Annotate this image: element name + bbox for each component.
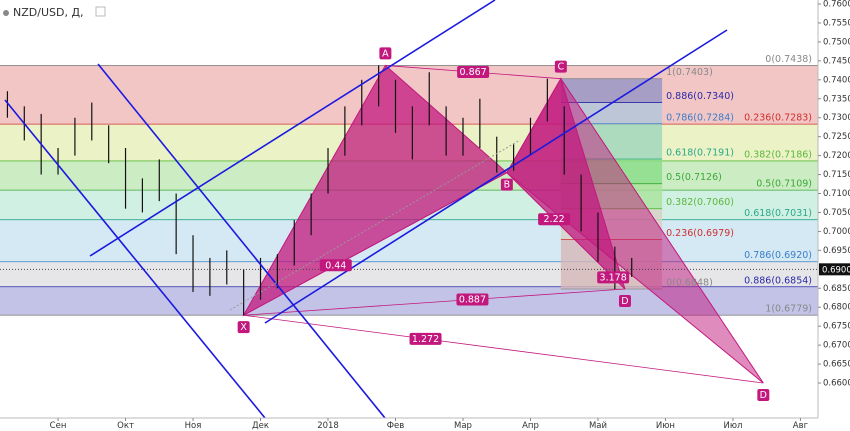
point-label: X [240,322,247,333]
y-tick-label: 0.6800 [823,303,850,313]
y-tick-label: 0.7600 [823,0,850,10]
fib-label: 0.5(0.7126) [666,172,722,183]
point-box [757,389,770,402]
y-tick-label: 0.7050 [823,208,850,218]
settings-icon[interactable] [95,6,106,17]
overlay: 0(0.7438) 0.236(0.7283) 0.382(0.7186) 0.5(0… [237,47,812,402]
fib-label: 0.786(0.6920) [744,250,812,261]
trend-line [97,63,386,419]
point-box [554,60,567,73]
fib-label: 0.618(0.7031) [744,208,812,219]
header-bg [2,4,106,22]
x-tick-label: Май [589,421,607,431]
symbol: NZD/USD, Д, [13,6,84,19]
y-tick-label: 0.6650 [823,360,850,370]
x-tick-label: Авг [793,421,809,431]
point-label: D [621,296,628,307]
dotted-line [229,139,521,311]
fib-label: 0.886(0.7340) [666,91,734,102]
fib-label: 0.382(0.7060) [666,197,734,208]
point-label: B [504,180,511,191]
ratio-box [597,271,630,284]
y-tick-label: 0.6700 [823,341,850,351]
price-axis [818,0,850,431]
last-price-box [819,263,850,276]
trend-line [4,99,266,419]
pattern-leg [243,314,764,384]
y-tick-label: 0.7150 [823,170,850,180]
x-tick-label: Окт [117,421,134,431]
fib-label: 1(0.6779) [765,304,812,315]
fib-label: 0(0.7438) [765,54,812,65]
y-tick-label: 0.7550 [823,18,850,28]
fib-label: 0.5(0.7109) [756,179,812,190]
y-tick-label: 0.6750 [823,322,850,332]
x-tick-label: Июн [656,421,675,431]
x-tick-label: Апр [522,421,539,431]
fib-label: 1(0.7403) [666,67,713,78]
ratio-box [319,259,352,272]
x-tick-label: Дек [252,421,269,431]
pattern-leg [506,172,626,290]
y-tick-label: 0.6950 [823,246,850,256]
ratio-label: 2.22 [544,214,565,225]
y-tick-label: 0.7200 [823,151,850,161]
point-label: C [558,62,565,73]
ratio-label: 0.44 [325,260,346,271]
y-tick-label: 0.7350 [823,94,850,104]
y-tick-label: 0.6600 [823,379,850,389]
fib-band [560,78,663,103]
point-box [379,47,392,60]
y-tick-label: 0.7300 [823,113,850,123]
x-tick-label: Ноя [185,421,202,431]
fib-label: 0(0.6848) [666,278,713,289]
time-axis [0,418,818,431]
ratio-box [538,213,571,226]
y-tick-label: 0.7500 [823,37,850,47]
ratio-label: 0.867 [460,67,487,78]
x-tick-label: Сен [50,421,67,431]
point-box [618,295,631,308]
ratio-label: 0.887 [459,294,486,305]
fib-label: 0.786(0.7284) [666,112,734,123]
point-box [237,321,250,334]
fib-label: 0.382(0.7186) [744,149,812,160]
axes: 0.6600 0.6650 0.6700 0.6750 0.6800 0.6850 0.69… [50,0,850,431]
point-label: A [382,48,389,59]
pattern-triangle [506,77,764,384]
point-label: D [760,390,767,401]
y-tick-label: 0.7400 [823,75,850,85]
icon [3,10,9,16]
ratio-box [456,293,489,306]
pattern-leg [243,288,626,316]
fib-label: 0.236(0.7283) [744,113,812,124]
ratio-box [457,66,490,79]
last-price-label: 0.6900 [822,265,850,275]
point-box [500,178,513,191]
x-tick-label: Мар [454,421,472,431]
x-tick-label: Июл [723,421,742,431]
ratio-label: 3.178 [600,272,627,283]
ratio-label: 1.272 [412,334,439,345]
trend-line [264,29,728,324]
fib-label: 0.618(0.7191) [666,148,734,159]
y-tick-label: 0.7000 [823,227,850,237]
trend-lines [4,0,728,419]
ratio-box [409,332,442,345]
trend-line [89,0,496,257]
fib-label: 0.236(0.6979) [666,228,734,239]
x-tick-label: Фев [387,421,405,431]
pattern-leg [243,172,508,316]
y-tick-label: 0.7450 [823,56,850,66]
fib-label: 0.886(0.6854) [744,275,812,286]
x-tick-label: 2018 [317,421,339,431]
y-tick-label: 0.7250 [823,132,850,142]
plot-area [0,64,818,384]
y-tick-label: 0.7100 [823,189,850,199]
y-tick-label: 0.6850 [823,284,850,294]
